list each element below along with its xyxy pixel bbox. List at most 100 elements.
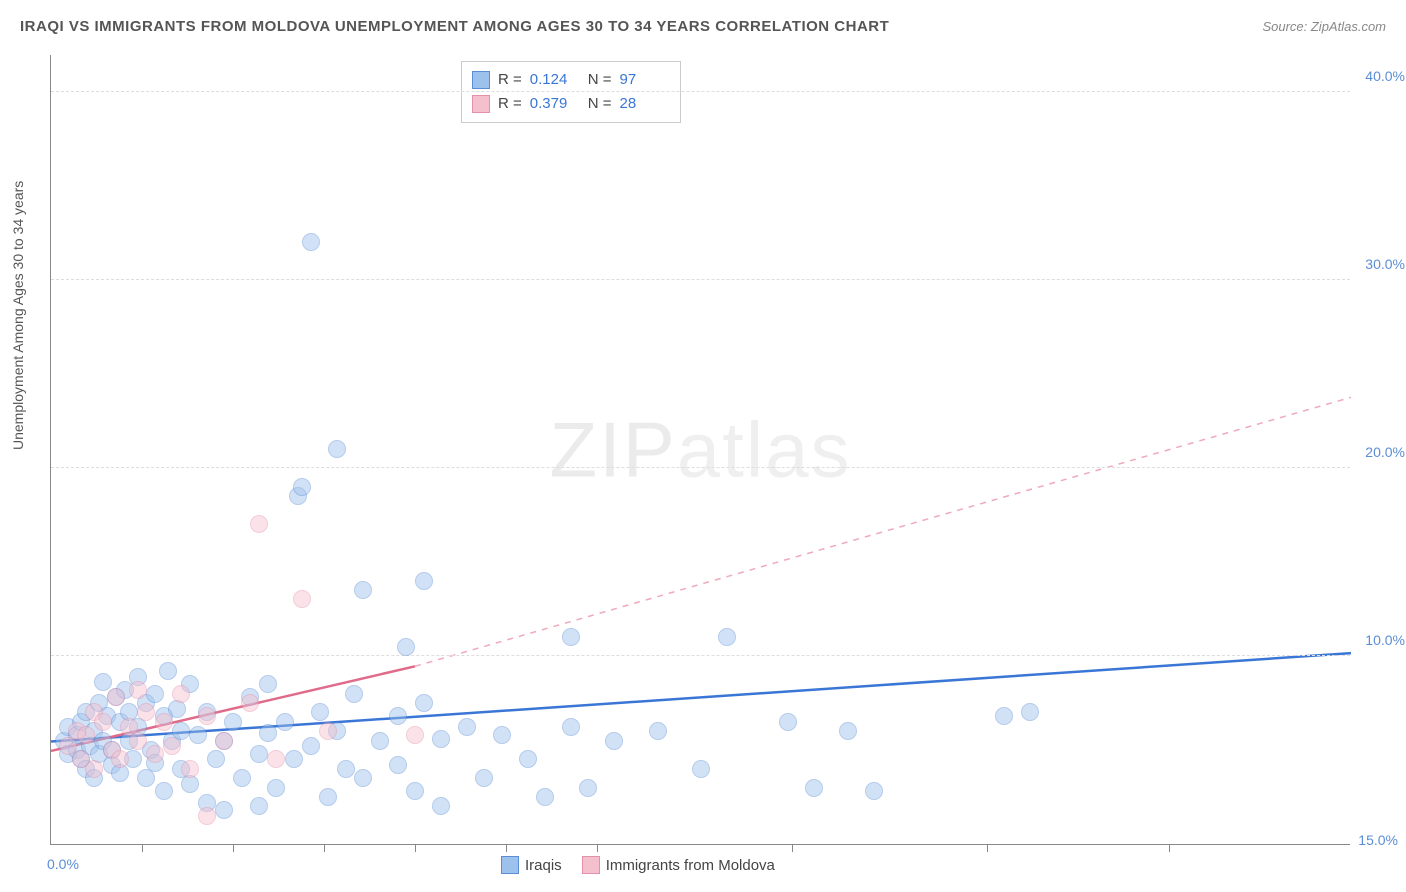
scatter-point bbox=[406, 726, 424, 744]
gridline bbox=[51, 91, 1350, 92]
scatter-point bbox=[111, 750, 129, 768]
x-tick bbox=[792, 844, 793, 852]
scatter-point bbox=[718, 628, 736, 646]
scatter-point bbox=[215, 801, 233, 819]
scatter-point bbox=[85, 760, 103, 778]
scatter-point bbox=[267, 779, 285, 797]
scatter-point bbox=[311, 703, 329, 721]
scatter-point bbox=[233, 769, 251, 787]
scatter-point bbox=[77, 726, 95, 744]
scatter-point bbox=[155, 782, 173, 800]
scatter-plot: ZIPatlas R = 0.124 N = 97 R = 0.379 N = … bbox=[50, 55, 1350, 845]
x-tick bbox=[1169, 844, 1170, 852]
y-tick-label: 20.0% bbox=[1365, 444, 1405, 460]
swatch-series1 bbox=[501, 856, 519, 874]
r-label: R = bbox=[498, 92, 522, 116]
scatter-point bbox=[328, 440, 346, 458]
scatter-point bbox=[207, 750, 225, 768]
scatter-point bbox=[198, 707, 216, 725]
scatter-point bbox=[995, 707, 1013, 725]
y-tick-label: 10.0% bbox=[1365, 632, 1405, 648]
n-label: N = bbox=[588, 92, 612, 116]
y-tick-label: 40.0% bbox=[1365, 68, 1405, 84]
scatter-point bbox=[129, 681, 147, 699]
source-attribution: Source: ZipAtlas.com bbox=[1262, 19, 1386, 34]
scatter-point bbox=[475, 769, 493, 787]
x-tick bbox=[324, 844, 325, 852]
scatter-point bbox=[415, 694, 433, 712]
scatter-point bbox=[397, 638, 415, 656]
legend-label-series1: Iraqis bbox=[525, 857, 562, 874]
scatter-point bbox=[605, 732, 623, 750]
r-label: R = bbox=[498, 68, 522, 92]
scatter-point bbox=[345, 685, 363, 703]
swatch-series1 bbox=[472, 71, 490, 89]
r-value-series1: 0.124 bbox=[530, 68, 580, 92]
scatter-point bbox=[285, 750, 303, 768]
scatter-point bbox=[389, 707, 407, 725]
stats-row-series1: R = 0.124 N = 97 bbox=[472, 68, 670, 92]
scatter-point bbox=[198, 807, 216, 825]
scatter-point bbox=[354, 581, 372, 599]
scatter-point bbox=[163, 737, 181, 755]
scatter-point bbox=[302, 233, 320, 251]
scatter-point bbox=[337, 760, 355, 778]
series-legend: Iraqis Immigrants from Moldova bbox=[501, 856, 775, 874]
scatter-point bbox=[107, 688, 125, 706]
n-value-series1: 97 bbox=[620, 68, 670, 92]
scatter-point bbox=[250, 797, 268, 815]
n-value-series2: 28 bbox=[620, 92, 670, 116]
scatter-point bbox=[536, 788, 554, 806]
scatter-point bbox=[215, 732, 233, 750]
scatter-point bbox=[224, 713, 242, 731]
x-tick bbox=[987, 844, 988, 852]
scatter-point bbox=[259, 675, 277, 693]
scatter-point bbox=[250, 515, 268, 533]
x-tick-label: 15.0% bbox=[1358, 832, 1398, 848]
y-axis-label: Unemployment Among Ages 30 to 34 years bbox=[10, 181, 26, 450]
scatter-point bbox=[302, 737, 320, 755]
scatter-point bbox=[1021, 703, 1039, 721]
scatter-point bbox=[649, 722, 667, 740]
legend-label-series2: Immigrants from Moldova bbox=[606, 857, 775, 874]
scatter-point bbox=[293, 478, 311, 496]
x-tick bbox=[415, 844, 416, 852]
stats-row-series2: R = 0.379 N = 28 bbox=[472, 92, 670, 116]
x-tick bbox=[233, 844, 234, 852]
swatch-series2 bbox=[472, 95, 490, 113]
watermark-text: ZIPatlas bbox=[549, 404, 851, 495]
scatter-point bbox=[415, 572, 433, 590]
scatter-point bbox=[159, 662, 177, 680]
scatter-point bbox=[579, 779, 597, 797]
scatter-point bbox=[94, 713, 112, 731]
swatch-series2 bbox=[582, 856, 600, 874]
x-tick-label: 0.0% bbox=[47, 856, 79, 872]
scatter-point bbox=[458, 718, 476, 736]
scatter-point bbox=[137, 703, 155, 721]
scatter-point bbox=[805, 779, 823, 797]
scatter-point bbox=[146, 745, 164, 763]
scatter-point bbox=[267, 750, 285, 768]
scatter-point bbox=[371, 732, 389, 750]
scatter-point bbox=[779, 713, 797, 731]
scatter-point bbox=[865, 782, 883, 800]
scatter-point bbox=[839, 722, 857, 740]
scatter-point bbox=[319, 722, 337, 740]
chart-title: IRAQI VS IMMIGRANTS FROM MOLDOVA UNEMPLO… bbox=[20, 18, 889, 35]
scatter-point bbox=[354, 769, 372, 787]
scatter-point bbox=[155, 713, 173, 731]
scatter-point bbox=[562, 718, 580, 736]
gridline bbox=[51, 279, 1350, 280]
y-tick-label: 30.0% bbox=[1365, 256, 1405, 272]
scatter-point bbox=[562, 628, 580, 646]
scatter-point bbox=[146, 685, 164, 703]
x-tick bbox=[142, 844, 143, 852]
scatter-point bbox=[259, 724, 277, 742]
scatter-point bbox=[276, 713, 294, 731]
legend-item-series2: Immigrants from Moldova bbox=[582, 856, 775, 874]
scatter-point bbox=[241, 694, 259, 712]
scatter-point bbox=[493, 726, 511, 744]
scatter-point bbox=[432, 730, 450, 748]
n-label: N = bbox=[588, 68, 612, 92]
scatter-point bbox=[406, 782, 424, 800]
